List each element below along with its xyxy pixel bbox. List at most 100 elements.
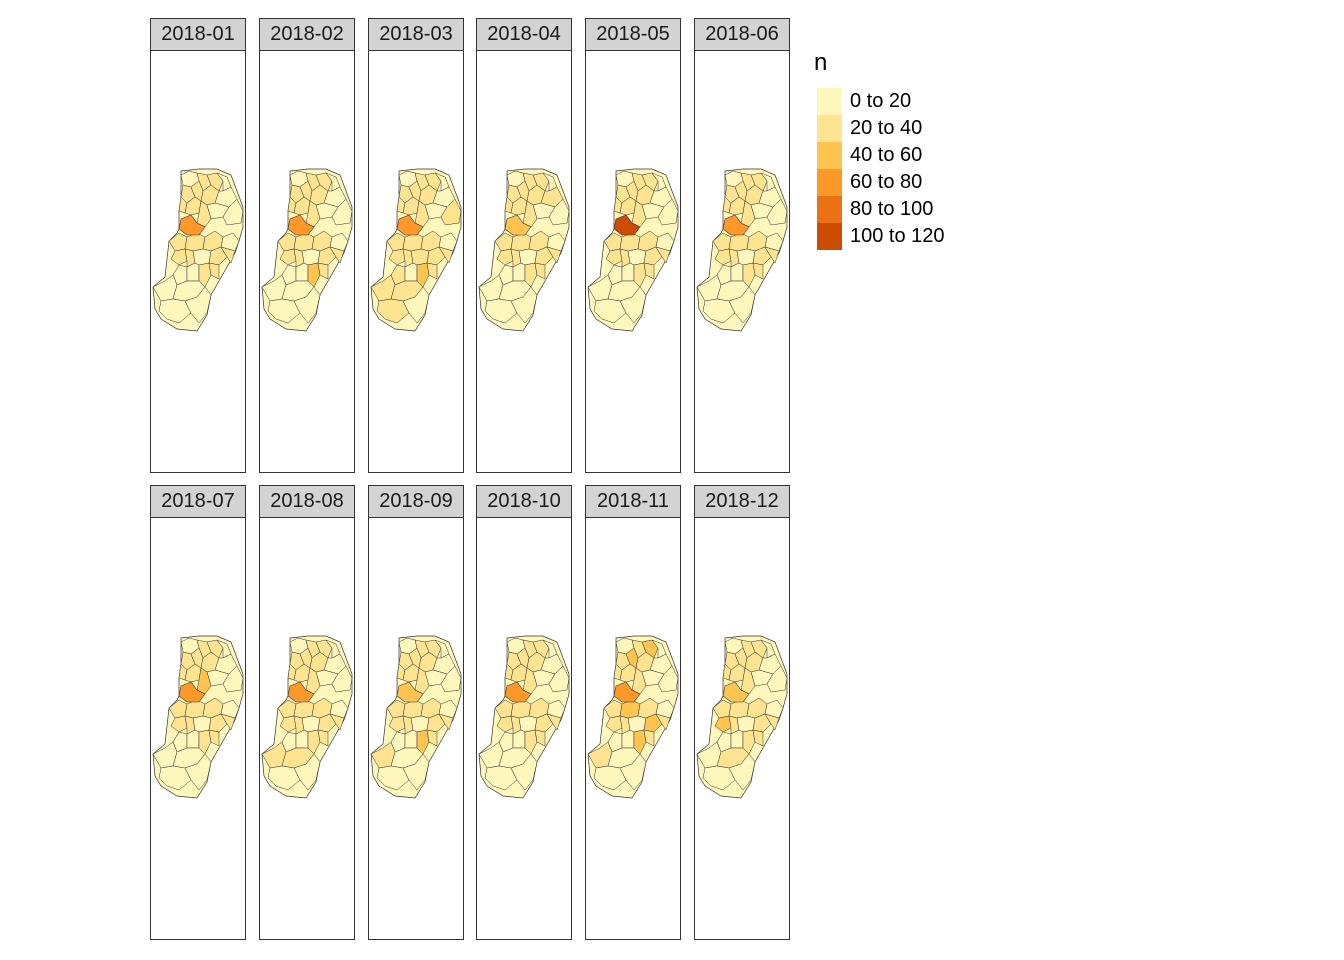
panel-title: 2018-08	[259, 485, 355, 518]
region	[766, 665, 788, 693]
panel-title: 2018-10	[476, 485, 572, 518]
region	[484, 765, 518, 791]
region	[605, 715, 623, 733]
region-central	[396, 681, 424, 703]
region	[484, 298, 518, 324]
region	[158, 765, 192, 791]
region	[641, 639, 659, 659]
region	[301, 715, 321, 733]
region	[655, 699, 675, 719]
region-central	[722, 214, 750, 236]
legend-item: 40 to 60	[814, 142, 922, 169]
region	[728, 286, 756, 324]
region-central	[396, 214, 424, 236]
panel-title: 2018-07	[150, 485, 246, 518]
region	[619, 286, 647, 324]
panel-title: 2018-06	[694, 18, 790, 51]
region	[764, 232, 784, 252]
region	[633, 729, 647, 755]
region	[192, 248, 212, 266]
region	[655, 246, 671, 264]
region	[388, 248, 406, 266]
region	[643, 262, 655, 280]
map-frame	[585, 517, 681, 940]
region	[376, 298, 410, 324]
map-frame	[476, 517, 572, 940]
region	[752, 729, 764, 747]
legend-label: 60 to 80	[850, 171, 923, 193]
region-central	[178, 214, 206, 236]
map-panel: 2018-04	[476, 18, 572, 473]
legend-item: 20 to 40	[814, 115, 922, 142]
region	[279, 248, 297, 266]
region	[376, 765, 410, 791]
region	[184, 753, 212, 791]
region	[424, 639, 442, 659]
legend-swatch	[817, 88, 842, 115]
region	[728, 753, 756, 791]
legend-swatch	[817, 115, 842, 142]
panel-title: 2018-02	[259, 18, 355, 51]
region	[438, 246, 454, 264]
region-central	[504, 214, 532, 236]
choropleth-map	[587, 635, 679, 799]
region	[532, 639, 550, 659]
region	[702, 765, 736, 791]
region	[329, 232, 349, 252]
map-frame	[694, 517, 790, 940]
region	[546, 699, 566, 719]
region	[518, 248, 538, 266]
region	[752, 713, 772, 733]
region	[317, 246, 337, 266]
region	[627, 248, 647, 266]
region	[329, 713, 345, 731]
choropleth-map	[152, 168, 244, 332]
region	[222, 665, 244, 693]
region	[752, 262, 764, 280]
region	[534, 729, 546, 747]
region	[546, 232, 566, 252]
panel-title: 2018-05	[585, 18, 681, 51]
region	[170, 248, 188, 266]
region	[410, 248, 430, 266]
region	[192, 715, 212, 733]
region	[301, 248, 321, 266]
region	[388, 715, 406, 733]
region	[714, 248, 732, 266]
region	[764, 713, 780, 731]
map-panel: 2018-09	[368, 485, 464, 940]
region	[766, 198, 788, 226]
map-panel: 2018-05	[585, 18, 681, 473]
region	[402, 753, 430, 791]
legend-label: 80 to 100	[850, 198, 934, 220]
region	[424, 172, 442, 192]
legend-label: 20 to 40	[850, 117, 923, 139]
region	[752, 246, 772, 266]
choropleth-map	[261, 168, 353, 332]
region	[220, 246, 236, 264]
legend-item: 80 to 100	[814, 196, 933, 223]
map-panel: 2018-06	[694, 18, 790, 473]
map-panel: 2018-10	[476, 485, 572, 940]
region	[222, 198, 244, 226]
region	[440, 198, 462, 226]
map-frame	[694, 50, 790, 473]
region	[317, 729, 329, 747]
region	[764, 246, 780, 264]
region	[198, 729, 212, 755]
region	[206, 639, 224, 659]
legend-item: 60 to 80	[814, 169, 922, 196]
region	[655, 713, 671, 731]
region	[329, 699, 349, 719]
region	[279, 715, 297, 733]
region	[742, 262, 756, 288]
region	[208, 262, 220, 280]
region	[416, 262, 430, 288]
region	[534, 262, 546, 280]
region	[524, 729, 538, 755]
region	[532, 172, 550, 192]
region	[593, 765, 627, 791]
region	[619, 753, 647, 791]
region	[220, 232, 240, 252]
region	[329, 246, 345, 264]
